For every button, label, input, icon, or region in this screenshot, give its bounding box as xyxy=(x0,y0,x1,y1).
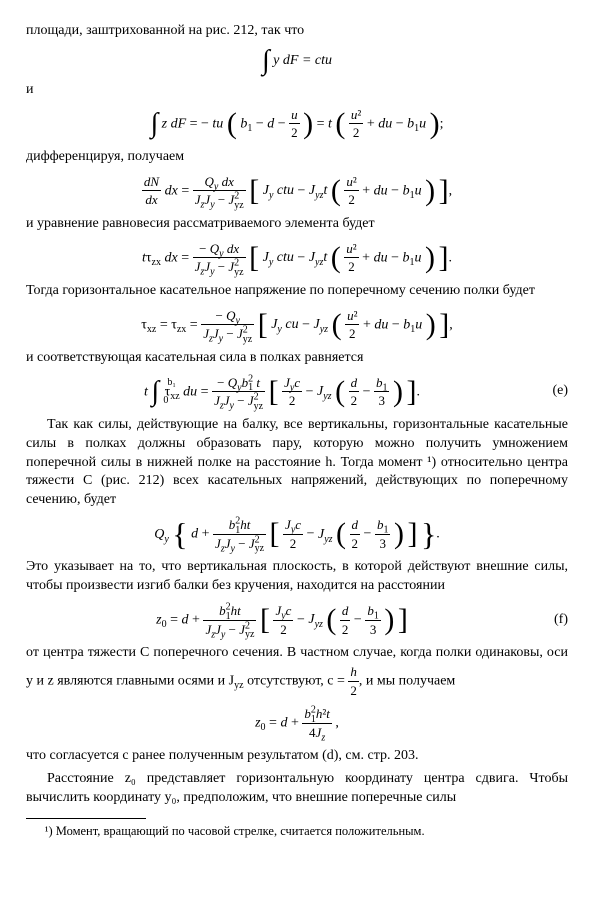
eq-9: z0 = d + b21h²t4Jz , xyxy=(26,705,568,741)
para-7: Так как силы, действующие на балку, все … xyxy=(26,416,568,510)
eq-8-row: z0 = d + b21htJzJy − J2yz [ Jyc2 − Jyz (… xyxy=(26,602,568,638)
eq-1: ∫ y dF = ctu xyxy=(26,47,568,75)
para-2: и xyxy=(26,81,568,100)
para-4: и уравнение равновесия рассматриваемого … xyxy=(26,215,568,234)
para-9c: , и мы получаем xyxy=(359,673,455,688)
para-11: Расстояние z₀ представляет горизонтальну… xyxy=(26,770,568,808)
para-9-h: h xyxy=(350,664,357,679)
footnote-rule xyxy=(26,818,146,819)
eq-tag-f: (f) xyxy=(538,611,568,630)
para-9-sub: yz xyxy=(234,680,243,691)
eq-5: τxz = τzx = − QyJzJy − J2yz [ Jy cu − Jy… xyxy=(26,307,568,343)
para-9b: отсутствуют, c = xyxy=(244,673,345,688)
int-lower: 0 xyxy=(163,394,168,408)
eq-2: ∫ z dF = − tu ( b1 − d − u2 ) = t ( u²2 … xyxy=(26,106,568,142)
para-9-2: 2 xyxy=(348,682,359,700)
eq-7: Qy { d + b21htJzJy − J2yz [ Jyc2 − Jyz (… xyxy=(26,516,568,552)
para-8: Это указывает на то, что вертикальная пл… xyxy=(26,558,568,596)
eq-6-row: t b₁ ∫ 0 τxz du = − Qyb21 tJzJy − J2yz [… xyxy=(26,374,568,410)
para-6: и соответствующая касательная сила в пол… xyxy=(26,349,568,368)
para-3: дифференцируя, получаем xyxy=(26,148,568,167)
int-upper: b₁ xyxy=(167,376,176,390)
eq-tag-e: (e) xyxy=(538,382,568,401)
footnote-1: ¹) Момент, вращающий по часовой стрелке,… xyxy=(26,823,568,840)
para-5: Тогда горизонтальное касательное напряже… xyxy=(26,282,568,301)
para-10: что согласуется с ранее полученным резул… xyxy=(26,747,568,766)
para-9: от центра тяжести C поперечного сечения.… xyxy=(26,644,568,699)
eq-3: dNdx dx = Qy dxJzJy − J2yz [ Jy ctu − Jy… xyxy=(26,173,568,209)
eq-4: tτzx dx = − Qy dxJzJy − J2yz [ Jy ctu − … xyxy=(26,240,568,276)
para-1: площади, заштрихованной на рис. 212, так… xyxy=(26,22,568,41)
